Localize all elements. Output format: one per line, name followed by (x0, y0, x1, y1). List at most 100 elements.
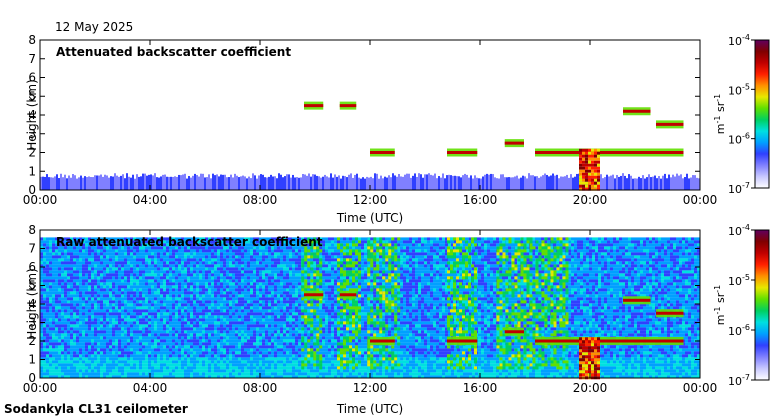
pixel (190, 249, 193, 253)
pixel (70, 282, 73, 286)
pixel (253, 261, 256, 265)
pixel (190, 264, 193, 268)
pixel (154, 252, 157, 256)
pixel (109, 303, 112, 307)
pixel (46, 174, 48, 190)
pixel (184, 270, 187, 274)
pixel (127, 330, 130, 334)
pixel (160, 273, 163, 277)
pixel (320, 177, 322, 190)
pixel (142, 366, 145, 370)
pixel (193, 288, 196, 292)
pixel (319, 351, 322, 355)
pixel (115, 369, 118, 373)
pixel (154, 339, 157, 343)
pixel (223, 288, 226, 292)
pixel (163, 318, 166, 322)
pixel (148, 252, 151, 256)
pixel (199, 360, 202, 364)
pixel (460, 177, 462, 190)
pixel (322, 291, 325, 295)
pixel (193, 243, 196, 247)
pixel (271, 354, 274, 358)
pixel (139, 369, 142, 373)
pixel (187, 351, 190, 355)
pixel (244, 303, 247, 307)
pixel (175, 312, 178, 316)
pixel (124, 240, 127, 244)
pixel (100, 249, 103, 253)
pixel (310, 306, 313, 310)
pixel (124, 261, 127, 265)
pixel (295, 249, 298, 253)
pixel (166, 255, 169, 259)
pixel (235, 357, 238, 361)
pixel (160, 303, 163, 307)
pixel (76, 178, 78, 190)
pixel (178, 354, 181, 358)
pixel (40, 309, 43, 313)
pixel (217, 297, 220, 301)
pixel (277, 282, 280, 286)
pixel (211, 312, 214, 316)
pixel (199, 243, 202, 247)
pixel (127, 300, 130, 304)
pixel (178, 327, 181, 331)
pixel (145, 243, 148, 247)
pixel (289, 354, 292, 358)
pixel (163, 252, 166, 256)
pixel (223, 327, 226, 331)
pixel (49, 255, 52, 259)
pixel (166, 273, 169, 277)
pixel (46, 324, 49, 328)
pixel (187, 369, 190, 373)
pixel (418, 173, 420, 190)
pixel (136, 273, 139, 277)
pixel (178, 276, 181, 280)
pixel (88, 288, 91, 292)
pixel (169, 369, 172, 373)
pixel (64, 309, 67, 313)
pixel (295, 261, 298, 265)
pixel (49, 348, 52, 352)
pixel (127, 303, 130, 307)
pixel (50, 177, 52, 190)
layer-feature (304, 101, 324, 110)
pixel (211, 267, 214, 271)
pixel (150, 174, 152, 190)
pixel (202, 324, 205, 328)
pixel (52, 309, 55, 313)
pixel (133, 369, 136, 373)
pixel (64, 246, 67, 250)
pixel (100, 282, 103, 286)
pixel (322, 324, 325, 328)
pixel (58, 297, 61, 301)
pixel (211, 327, 214, 331)
pixel (190, 177, 192, 190)
pixel (175, 348, 178, 352)
pixel (196, 366, 199, 370)
pixel (594, 148, 597, 152)
pixel (106, 351, 109, 355)
pixel (283, 339, 286, 343)
pixel (175, 240, 178, 244)
pixel (115, 363, 118, 367)
pixel (133, 270, 136, 274)
pixel (85, 258, 88, 262)
pixel (181, 249, 184, 253)
pixel (157, 273, 160, 277)
pixel (97, 300, 100, 304)
pixel (169, 246, 172, 250)
pixel (253, 240, 256, 244)
pixel (94, 363, 97, 367)
pixel (304, 324, 307, 328)
pixel (229, 315, 232, 319)
pixel (52, 354, 55, 358)
pixel (127, 372, 130, 376)
pixel (244, 237, 247, 241)
pixel (112, 246, 115, 250)
pixel (118, 306, 121, 310)
pixel (40, 351, 43, 355)
pixel (121, 369, 124, 373)
pixel (55, 318, 58, 322)
